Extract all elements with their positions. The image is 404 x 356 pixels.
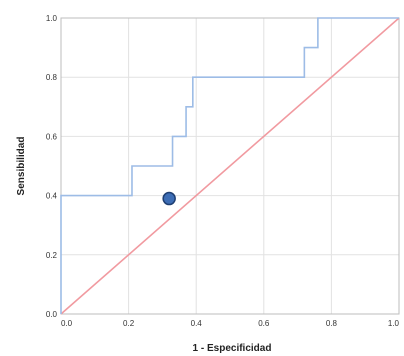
roc-curve-line [60,17,399,314]
tick-labels: 0.0 0.2 0.4 0.6 0.8 1.0 0.0 0.2 0.4 0.6 0.8 1.0 [46,14,400,328]
x-axis-title: 1 - Especificidad [193,343,272,354]
y-axis-title: Sensibilidad [16,137,27,196]
x-tick-label: 0.4 [191,319,203,328]
x-tick-label: 0.0 [61,319,73,328]
y-tick-label: 0.6 [46,132,58,141]
x-tick-label: 0.8 [326,319,338,328]
y-tick-label: 1.0 [46,14,58,23]
grid-lines [61,18,399,314]
series-layer [60,17,400,315]
y-tick-label: 0.4 [46,192,58,201]
x-tick-label: 0.6 [258,319,270,328]
marker-layer [162,191,176,206]
plot-frame [60,17,400,315]
y-tick-label: 0.8 [46,73,58,82]
x-tick-label: 1.0 [388,319,400,328]
y-tick-label: 0.2 [46,251,58,260]
x-tick-label: 0.2 [123,319,135,328]
y-tick-label: 0.0 [46,310,58,319]
cutoff-point-marker [162,191,176,206]
reference-line [60,17,400,315]
